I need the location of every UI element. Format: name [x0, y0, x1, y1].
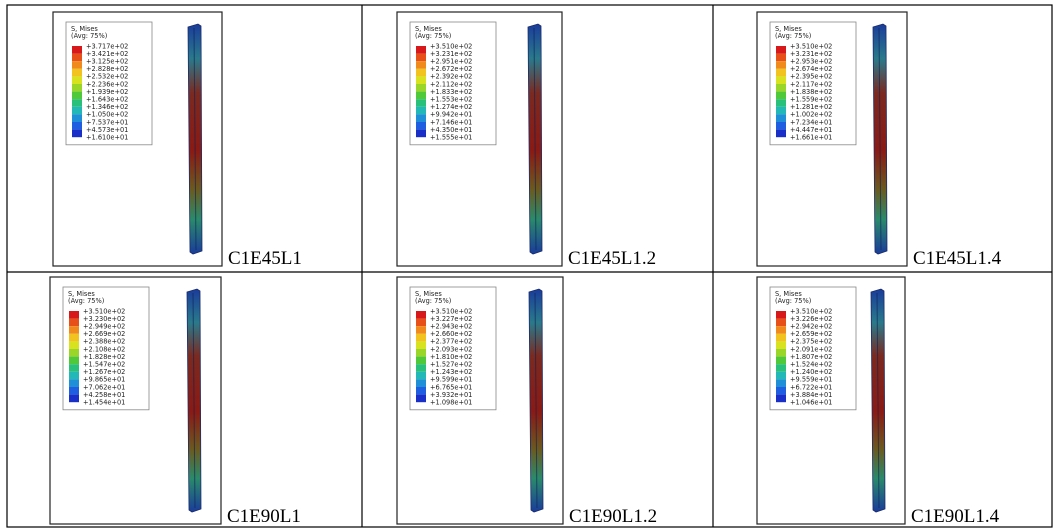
legend-subtitle: (Avg: 75%)	[415, 32, 451, 40]
legend-swatch	[776, 107, 786, 115]
legend-swatch	[776, 349, 786, 357]
legend-swatch	[72, 46, 82, 54]
legend-swatch	[416, 387, 426, 395]
panel-label: C1E45L1.2	[568, 248, 656, 269]
legend-swatch	[416, 311, 426, 319]
legend-swatch	[776, 46, 786, 54]
legend-swatch	[416, 395, 426, 403]
legend-swatch	[69, 372, 79, 380]
legend-swatch	[72, 122, 82, 130]
legend-swatch	[416, 69, 426, 77]
legend-swatch	[72, 54, 82, 62]
legend-swatch	[72, 92, 82, 100]
legend-swatch	[69, 395, 79, 403]
legend-swatch	[72, 61, 82, 69]
legend-subtitle: (Avg: 75%)	[71, 32, 107, 40]
legend-swatch	[776, 364, 786, 372]
legend-swatch	[416, 46, 426, 54]
legend-swatch	[776, 69, 786, 77]
legend-swatch	[69, 357, 79, 365]
legend-swatch	[72, 107, 82, 115]
legend-swatch	[776, 341, 786, 349]
legend-swatch	[776, 387, 786, 395]
legend-swatch	[776, 61, 786, 69]
legend-value: +1.098e+01	[430, 399, 472, 407]
legend-swatch	[69, 387, 79, 395]
legend-swatch	[69, 326, 79, 334]
legend-swatch	[416, 122, 426, 130]
legend-value: +1.555e+01	[430, 134, 472, 142]
legend-swatch	[416, 54, 426, 62]
legend-swatch	[776, 99, 786, 107]
legend-swatch	[416, 357, 426, 365]
legend-swatch	[416, 372, 426, 380]
legend-subtitle: (Avg: 75%)	[775, 32, 811, 40]
legend-swatch	[416, 341, 426, 349]
panel-label: C1E90L1.4	[911, 506, 1000, 527]
legend-swatch	[69, 341, 79, 349]
legend-swatch	[776, 92, 786, 100]
legend-swatch	[72, 130, 82, 138]
legend-swatch	[776, 54, 786, 62]
legend-swatch	[776, 334, 786, 342]
legend-swatch	[69, 319, 79, 327]
legend-subtitle: (Avg: 75%)	[415, 297, 451, 305]
legend-swatch	[776, 114, 786, 122]
legend-swatch	[776, 311, 786, 319]
panel-label: C1E45L1	[228, 248, 302, 269]
legend-swatch	[72, 76, 82, 84]
legend-swatch	[416, 114, 426, 122]
legend-swatch	[416, 334, 426, 342]
legend-swatch	[72, 69, 82, 77]
legend-swatch	[776, 357, 786, 365]
legend-subtitle: (Avg: 75%)	[68, 297, 104, 305]
figure: S, Mises(Avg: 75%)+3.717e+02+3.421e+02+3…	[0, 0, 1055, 529]
legend-value: +1.454e+01	[83, 399, 125, 407]
legend-swatch	[776, 395, 786, 403]
legend-value: +1.046e+01	[790, 399, 832, 407]
legend-swatch	[416, 379, 426, 387]
legend-swatch	[416, 84, 426, 92]
legend-swatch	[776, 84, 786, 92]
legend-swatch	[69, 311, 79, 319]
legend-swatch	[416, 76, 426, 84]
legend-swatch	[416, 326, 426, 334]
legend-swatch	[776, 372, 786, 380]
panel-label: C1E90L1.2	[569, 506, 657, 527]
legend-swatch	[416, 61, 426, 69]
legend-swatch	[416, 349, 426, 357]
legend-swatch	[72, 84, 82, 92]
legend-swatch	[69, 349, 79, 357]
legend-swatch	[776, 130, 786, 138]
panel-label: C1E45L1.4	[913, 248, 1002, 269]
legend-value: +1.661e+01	[790, 134, 832, 142]
legend-swatch	[416, 99, 426, 107]
legend-swatch	[776, 76, 786, 84]
legend-swatch	[416, 364, 426, 372]
legend-swatch	[69, 364, 79, 372]
legend-subtitle: (Avg: 75%)	[775, 297, 811, 305]
legend-swatch	[776, 326, 786, 334]
legend-swatch	[776, 319, 786, 327]
legend-swatch	[72, 114, 82, 122]
legend-swatch	[69, 379, 79, 387]
legend-swatch	[69, 334, 79, 342]
legend-swatch	[416, 107, 426, 115]
panel-label: C1E90L1	[227, 506, 301, 527]
legend-swatch	[72, 99, 82, 107]
legend-value: +1.610e+01	[86, 134, 128, 142]
legend-swatch	[416, 319, 426, 327]
legend-swatch	[416, 130, 426, 138]
legend-swatch	[776, 122, 786, 130]
legend-swatch	[776, 379, 786, 387]
legend-swatch	[416, 92, 426, 100]
